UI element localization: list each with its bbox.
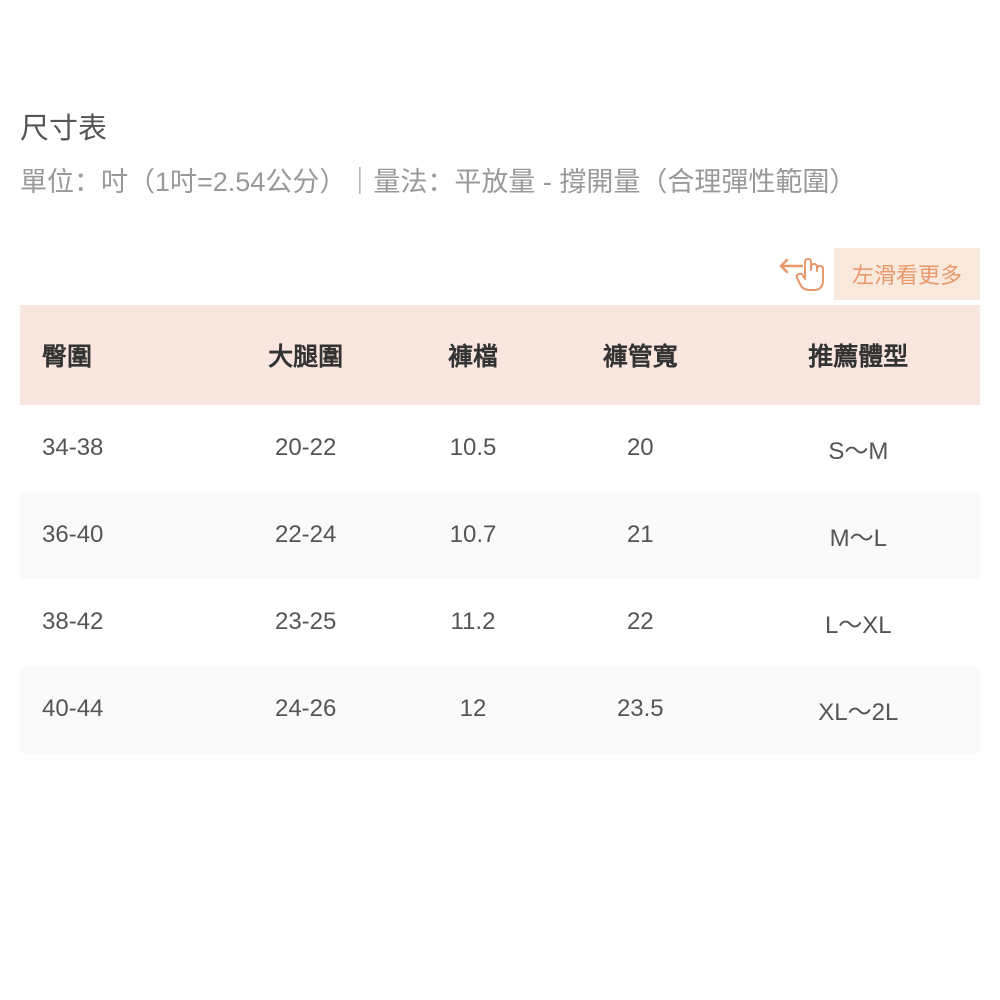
- cell: 23.5: [544, 666, 737, 753]
- col-header: 臀圍: [20, 305, 209, 405]
- cell: 12: [402, 666, 544, 753]
- table-row: 36-40 22-24 10.7 21 M～L: [20, 492, 980, 579]
- col-header: 大腿圍: [209, 305, 402, 405]
- unit-description: 單位：吋（1吋=2.54公分）｜量法：平放量 - 撐開量（合理彈性範圍）: [20, 162, 980, 203]
- cell: 36-40: [20, 492, 209, 579]
- col-header: 褲檔: [402, 305, 544, 405]
- cell: 34-38: [20, 405, 209, 492]
- table-row: 38-42 23-25 11.2 22 L～XL: [20, 579, 980, 666]
- swipe-hint-row: 左滑看更多: [20, 248, 980, 300]
- table-header-row: 臀圍 大腿圍 褲檔 褲管寬 推薦體型: [20, 305, 980, 405]
- cell: 22: [544, 579, 737, 666]
- cell: 22-24: [209, 492, 402, 579]
- cell: 38-42: [20, 579, 209, 666]
- cell: 23-25: [209, 579, 402, 666]
- size-table[interactable]: 臀圍 大腿圍 褲檔 褲管寬 推薦體型 34-38 20-22 10.5 20 S…: [20, 305, 980, 753]
- cell: 10.5: [402, 405, 544, 492]
- cell: 10.7: [402, 492, 544, 579]
- cell: XL～2L: [737, 666, 980, 753]
- cell: 24-26: [209, 666, 402, 753]
- cell: 11.2: [402, 579, 544, 666]
- cell: L～XL: [737, 579, 980, 666]
- cell: 20: [544, 405, 737, 492]
- col-header: 褲管寬: [544, 305, 737, 405]
- swipe-hint-badge: 左滑看更多: [834, 248, 980, 300]
- table-row: 40-44 24-26 12 23.5 XL～2L: [20, 666, 980, 753]
- cell: 20-22: [209, 405, 402, 492]
- cell: 40-44: [20, 666, 209, 753]
- cell: M～L: [737, 492, 980, 579]
- swipe-left-icon: [777, 252, 829, 296]
- cell: 21: [544, 492, 737, 579]
- cell: S～M: [737, 405, 980, 492]
- col-header: 推薦體型: [737, 305, 980, 405]
- page-title: 尺寸表: [20, 105, 980, 147]
- size-chart-container: 尺寸表 單位：吋（1吋=2.54公分）｜量法：平放量 - 撐開量（合理彈性範圍）…: [0, 0, 1000, 753]
- table-row: 34-38 20-22 10.5 20 S～M: [20, 405, 980, 492]
